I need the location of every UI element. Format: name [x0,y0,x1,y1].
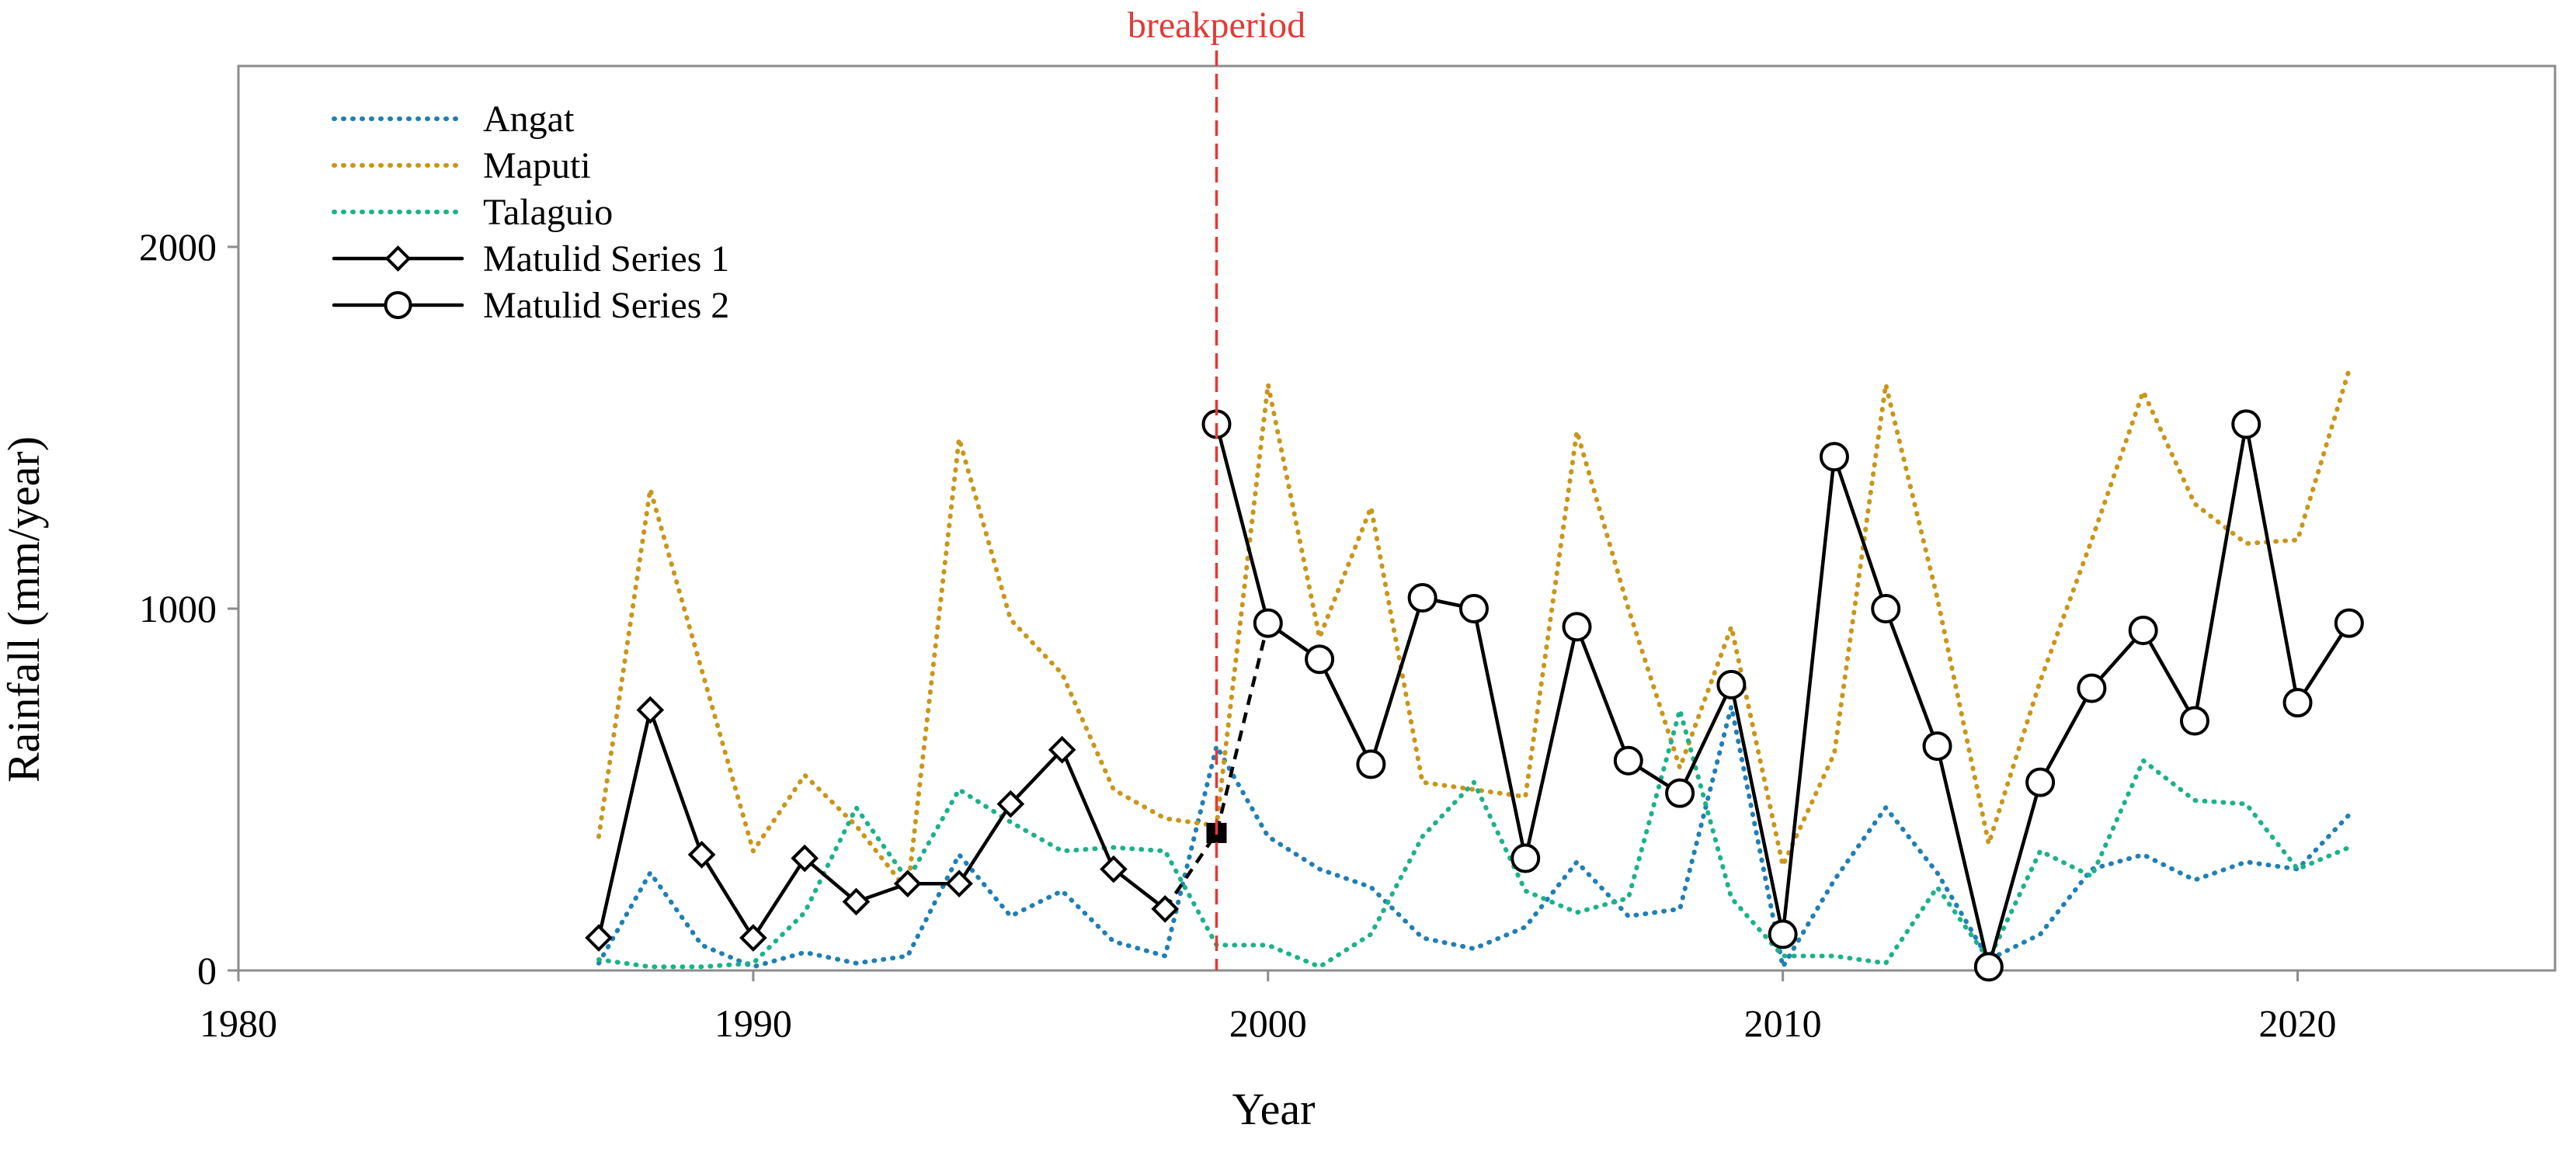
legend-marker-matulid-series-1 [384,245,412,272]
marker-matulid-series-2 [1716,669,1747,699]
marker-matulid-series-2 [2282,688,2313,718]
x-tick-label: 1990 [714,1001,792,1045]
marker-matulid-series-1 [585,924,613,952]
marker-matulid-series-2 [2334,608,2364,638]
series-line-matulid-series-1 [596,708,1167,940]
x-tick-label: 2000 [1229,1001,1307,1045]
y-tick-label: 2000 [139,225,217,269]
marker-matulid-series-2 [2179,706,2209,736]
legend-marker-matulid-series-2 [384,291,412,319]
marker-matulid-series-2 [1458,594,1489,623]
marker-matulid-series-2 [1356,749,1386,779]
marker-matulid-series-2 [1253,608,1283,638]
marker-matulid-series-2 [1768,919,1798,949]
marker-matulid-series-2 [1973,952,2004,982]
marker-matulid-series-2 [1562,612,1592,642]
legend-label-maputi: Maputi [483,145,591,186]
marker-matulid-series-2 [1305,644,1335,675]
marker-matulid-series-1 [739,924,767,952]
marker-matulid-series-2 [1613,745,1643,776]
series-line-maputi [596,367,2352,894]
marker-matulid-series-1 [893,870,922,897]
x-tick-label: 1980 [200,1001,277,1045]
marker-matulid-series-2 [2128,615,2158,645]
legend-label-matulid-series-1: Matulid Series 1 [483,238,729,279]
marker-matulid-series-1 [1100,855,1128,883]
y-axis-label: Rainfall (mm/year) [0,436,49,783]
marker-matulid-series-2 [1871,594,1901,623]
x-tick-label: 2020 [2259,1001,2337,1045]
plot-frame [237,64,2557,972]
marker-matulid-series-1 [996,790,1025,818]
series-line-talaguio [596,707,2352,970]
legend-label-matulid-series-2: Matulid Series 2 [483,285,729,326]
marker-matulid-series-2 [1407,583,1437,613]
marker-matulid-series-2 [2231,409,2261,439]
marker-matulid-series-2 [1665,778,1695,808]
legend-label-angat: Angat [483,99,575,140]
y-tick-label: 0 [197,949,217,992]
series-line-angat [596,703,2352,970]
breakperiod-label: breakperiod [1128,5,1305,46]
marker-matulid-series-2 [2077,673,2107,703]
marker-matulid-series-2 [1922,731,1952,762]
marker-matulid-series-2 [1510,843,1541,873]
x-axis-label: Year [1232,1084,1316,1134]
marker-matulid-series-1 [945,870,973,897]
marker-matulid-series-1 [687,841,716,869]
marker-matulid-series-1 [1151,894,1180,923]
marker-matulid-series-1 [842,887,871,916]
marker-matulid-series-1 [791,844,819,873]
x-tick-label: 2010 [1744,1001,1822,1045]
y-tick-label: 1000 [139,587,217,630]
series-line-matulid-series-2 [1215,422,2352,969]
legend-label-talaguio: Talaguio [483,192,613,233]
marker-matulid-series-1 [636,696,665,724]
marker-matulid-series-1 [1048,735,1076,764]
marker-matulid-series-2 [1819,442,1849,472]
marker-matulid-series-2 [2025,767,2056,797]
